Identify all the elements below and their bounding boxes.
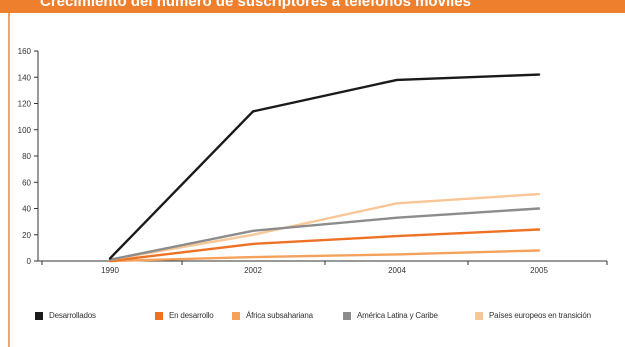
y-tick-label: 160 bbox=[18, 47, 32, 56]
x-tick-label: 2002 bbox=[244, 266, 262, 275]
series-line-en-desarrollo bbox=[108, 228, 541, 263]
chart-title: Crecimiento del número de suscriptores a… bbox=[40, 0, 471, 10]
x-tick-label: 1990 bbox=[101, 266, 119, 275]
y-tick-label: 120 bbox=[18, 100, 32, 109]
legend-label: Países europeos en transición bbox=[489, 311, 591, 320]
y-tick-label: 60 bbox=[22, 178, 31, 187]
y-tick-label: 100 bbox=[18, 126, 32, 135]
legend-item: Países europeos en transición bbox=[475, 311, 591, 320]
legend-label: En desarrollo bbox=[169, 311, 214, 320]
legend-item: Desarrollados bbox=[35, 311, 96, 320]
y-tick-label: 0 bbox=[27, 257, 32, 266]
left-accent-rule bbox=[8, 13, 10, 347]
legend-swatch bbox=[155, 311, 163, 320]
y-tick-label: 40 bbox=[22, 205, 31, 214]
legend-label: África subsahariana bbox=[246, 311, 313, 320]
legend-swatch bbox=[232, 311, 240, 320]
y-tick-label: 80 bbox=[22, 152, 31, 161]
legend-item: En desarrollo bbox=[155, 311, 214, 320]
series-line-desarrollados bbox=[108, 73, 541, 260]
legend-label: Desarrollados bbox=[49, 311, 96, 320]
x-tick-label: 2005 bbox=[530, 266, 548, 275]
series-line-pa-ses-europeos-en-transici-n bbox=[108, 192, 541, 261]
header-bar: Crecimiento del número de suscriptores a… bbox=[0, 0, 625, 13]
legend-item: América Latina y Caribe bbox=[343, 311, 438, 320]
x-tick-label: 2004 bbox=[388, 266, 406, 275]
series-line-am-rica-latina-y-caribe bbox=[108, 207, 541, 261]
series-line--frica-subsahariana bbox=[108, 249, 541, 263]
legend-swatch bbox=[343, 311, 351, 320]
y-tick-label: 20 bbox=[22, 231, 31, 240]
y-tick-label: 140 bbox=[18, 73, 32, 82]
legend: Desarrollados En desarrollo África subsaha… bbox=[0, 311, 625, 327]
legend-swatch bbox=[35, 311, 43, 320]
legend-label: América Latina y Caribe bbox=[357, 311, 438, 320]
legend-item: África subsahariana bbox=[232, 311, 313, 320]
legend-swatch bbox=[475, 311, 483, 320]
